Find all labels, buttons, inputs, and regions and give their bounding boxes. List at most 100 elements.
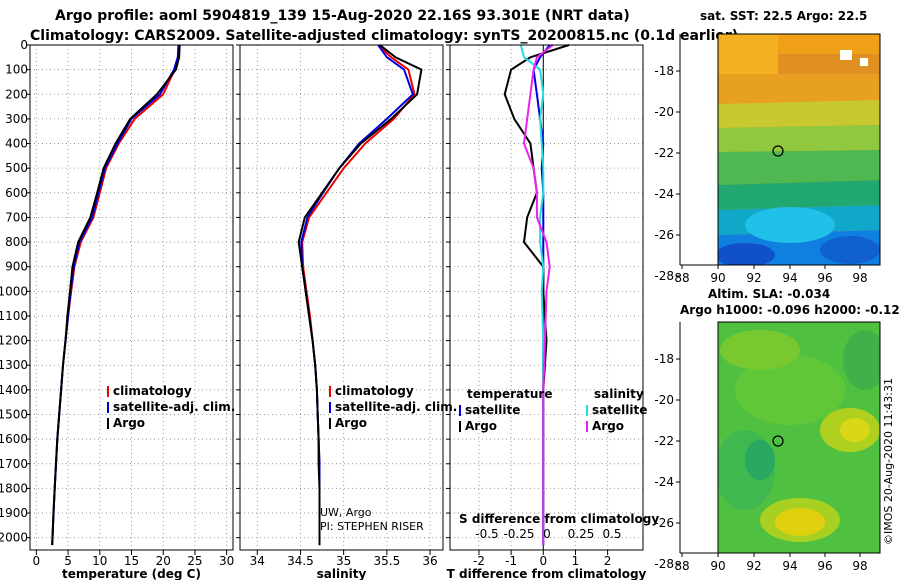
legend-label: Argo [335, 416, 367, 430]
lat-tick-label: -20 [654, 393, 674, 407]
lat-tick-label: -24 [654, 187, 674, 201]
depth-tick-label: 200 [5, 87, 28, 101]
lat-tick-label: -18 [654, 64, 674, 78]
series-line-temperature-argo [503, 44, 570, 546]
lon-tick-label: 88 [674, 271, 689, 285]
lat-tick-label: -24 [654, 475, 674, 489]
lon-tick-label: 94 [782, 559, 797, 573]
legend3: temperature salinity satellite Argo satellit… [459, 387, 659, 541]
depth-tick-label: 600 [5, 186, 28, 200]
depth-tick-label: 400 [5, 137, 28, 151]
depth-tick-label: 1200 [0, 334, 28, 348]
lon-tick-label: 98 [852, 559, 867, 573]
legend-label: Argo [113, 416, 145, 430]
profile-plots: 0 5 10 15 20 25 300100200300400500600700800900… [0, 38, 659, 581]
lon-tick-label: 96 [817, 559, 832, 573]
credit-text: ©IMOS 20-Aug-2020 11:43:31 [882, 378, 895, 545]
lat-tick-label: -22 [654, 146, 674, 160]
legend-label: satellite [592, 403, 647, 417]
depth-tick-label: 900 [5, 260, 28, 274]
series-line-satellite-adj-clim- [51, 44, 180, 546]
sla-map-title1: Altim. SLA: -0.034 [708, 287, 830, 301]
depth-tick-label: 1600 [0, 432, 28, 446]
sst-map-title: sat. SST: 22.5 Argo: 22.5 [700, 9, 867, 23]
x-tick-label: 15 [124, 554, 139, 568]
plot-frame [239, 44, 444, 551]
x-tick-label: 35.5 [373, 554, 400, 568]
sla-map: Altim. SLA: -0.034 Argo h1000: -0.096 h2… [654, 287, 899, 573]
figure-title-line1: Argo profile: aoml 5904819_139 15-Aug-20… [55, 8, 630, 24]
x-axis-label: temperature (deg C) [62, 567, 201, 580]
depth-tick-label: 1000 [0, 284, 28, 298]
x-tick-label: -2 [473, 554, 485, 568]
sla-map-title2: Argo h1000: -0.096 h2000: -0.12 [680, 303, 900, 317]
secondary-tick-label: 0 [543, 527, 551, 541]
x-axis-label: T difference from climatology [447, 567, 647, 580]
legend-label: satellite-adj. clim. [335, 400, 457, 414]
depth-tick-label: 800 [5, 235, 28, 249]
secondary-tick-label: 0.5 [602, 527, 621, 541]
legend-heading-temperature: temperature [467, 387, 552, 401]
argo-position-marker [772, 145, 784, 157]
lon-tick-label: 96 [817, 271, 832, 285]
secondary-tick-label: -0.25 [503, 527, 534, 541]
depth-tick-label: 1100 [0, 309, 28, 323]
depth-tick-label: 1300 [0, 358, 28, 372]
legend-label: Argo [592, 419, 624, 433]
plot-frame [29, 44, 234, 551]
x-tick-label: 25 [187, 554, 202, 568]
depth-tick-label: 100 [5, 63, 28, 77]
plot-frame [449, 44, 644, 551]
lat-tick-label: -18 [654, 352, 674, 366]
profile-panel-2: 34 34.5 35 35.5 36 salinity [236, 44, 444, 581]
series-line-climatology [51, 44, 181, 546]
x-tick-label: 30 [219, 554, 234, 568]
depth-tick-label: 1900 [0, 506, 28, 520]
x-tick-label: 34 [250, 554, 265, 568]
argo-position-marker-sla [772, 435, 784, 447]
x-tick-label: 2 [604, 554, 612, 568]
x-axis-label: salinity [317, 567, 367, 580]
x-tick-label: 36 [422, 554, 437, 568]
profile-panel-1: 0 5 10 15 20 25 300100200300400500600700800900… [0, 38, 234, 581]
legend-label: satellite-adj. clim. [113, 400, 235, 414]
depth-tick-label: 700 [5, 210, 28, 224]
sst-map: sat. SST: 22.5 Argo: 22.5 88 90 92 94 96 98 -1… [654, 9, 881, 285]
series-line-salinity-satellite [519, 44, 545, 546]
lat-tick-label: -26 [654, 228, 674, 242]
secondary-tick-label: 0.25 [568, 527, 595, 541]
lat-tick-label: -28 [654, 557, 674, 571]
lon-tick-label: 98 [852, 271, 867, 285]
depth-tick-label: 1800 [0, 481, 28, 495]
depth-tick-label: 1400 [0, 383, 28, 397]
lat-tick-label: -22 [654, 434, 674, 448]
legend2: climatology satellite-adj. clim. Argo [329, 384, 457, 430]
x-tick-label: -1 [505, 554, 517, 568]
secondary-axis-label: S difference from climatology [459, 512, 659, 526]
x-tick-label: 1 [572, 554, 580, 568]
pi-note: PI: STEPHEN RISER [320, 520, 424, 533]
x-tick-label: 35 [336, 554, 351, 568]
legend-label: satellite [465, 403, 520, 417]
depth-tick-label: 2000 [0, 531, 28, 545]
lat-tick-label: -28 [654, 269, 674, 283]
depth-tick-label: 1500 [0, 408, 28, 422]
x-tick-label: 20 [156, 554, 171, 568]
lon-tick-label: 92 [746, 559, 761, 573]
lon-tick-label: 90 [710, 271, 725, 285]
float-owner-note: UW, Argo [320, 506, 372, 519]
legend-heading-salinity: salinity [594, 387, 644, 401]
lon-tick-label: 90 [710, 559, 725, 573]
secondary-tick-label: -0.5 [475, 527, 498, 541]
x-tick-label: 5 [64, 554, 72, 568]
series-line-argo [51, 44, 181, 546]
depth-tick-label: 500 [5, 161, 28, 175]
legend-label: climatology [335, 384, 414, 398]
x-tick-label: 0 [33, 554, 41, 568]
figure-title-line2: Climatology: CARS2009. Satellite-adjuste… [30, 28, 738, 44]
series-line-argo [297, 44, 423, 546]
lat-tick-label: -20 [654, 105, 674, 119]
lon-tick-label: 92 [746, 271, 761, 285]
